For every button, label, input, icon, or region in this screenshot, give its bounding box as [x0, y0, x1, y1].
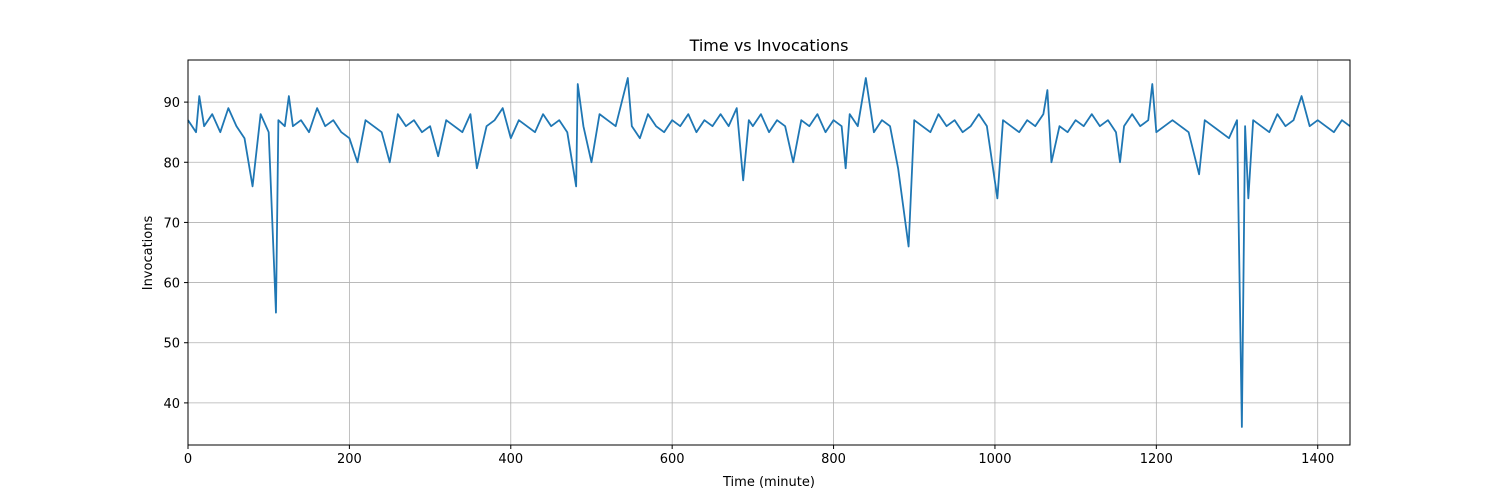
y-tick-label: 90 — [163, 96, 180, 111]
y-tick-label: 80 — [163, 156, 180, 171]
y-axis-label: Invocations — [141, 216, 156, 291]
x-tick-label: 800 — [821, 452, 846, 467]
plot-frame — [187, 59, 1351, 446]
y-tick-label: 60 — [163, 277, 180, 292]
x-tick-label: 1200 — [1140, 452, 1173, 467]
y-tick-label: 70 — [163, 216, 180, 231]
chart-title: Time vs Invocations — [689, 36, 849, 55]
y-tick-label: 40 — [163, 397, 180, 412]
x-axis-label: Time (minute) — [722, 475, 815, 490]
x-tick-label: 600 — [660, 452, 685, 467]
x-tick-label: 200 — [337, 452, 362, 467]
y-tick-label: 50 — [163, 337, 180, 352]
x-tick-label: 1400 — [1301, 452, 1334, 467]
x-tick-label: 0 — [184, 452, 192, 467]
x-tick-label: 400 — [498, 452, 523, 467]
data-line — [187, 77, 1351, 428]
x-tick-label: 1000 — [978, 452, 1011, 467]
